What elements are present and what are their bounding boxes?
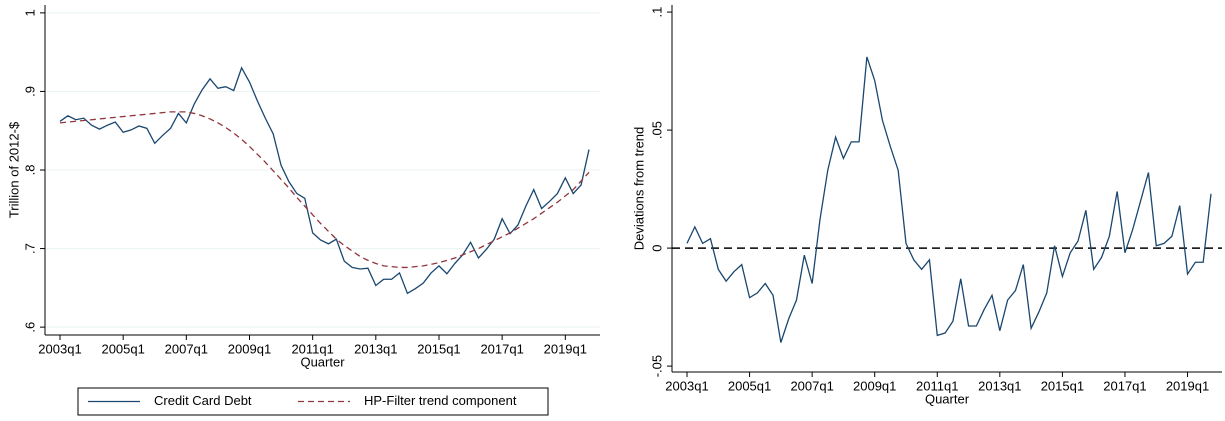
- y-tick-label: 0: [649, 244, 664, 251]
- legend-label: Credit Card Debt: [154, 393, 252, 408]
- x-tick-label: 2017q1: [480, 341, 523, 356]
- x-tick-label: 2015q1: [417, 341, 460, 356]
- x-axis-label: Quarter: [925, 391, 970, 406]
- y-tick-label: .8: [22, 165, 37, 176]
- x-tick-label: 2009q1: [228, 341, 271, 356]
- x-tick-label: 2013q1: [354, 341, 397, 356]
- x-tick-label: 2005q1: [101, 341, 144, 356]
- x-tick-label: 2009q1: [853, 378, 896, 393]
- x-tick-label: 2017q1: [1103, 378, 1146, 393]
- y-tick-label: .05: [649, 121, 664, 139]
- series-line: [686, 56, 1212, 343]
- x-tick-label: 2011q1: [916, 378, 958, 393]
- y-axis-label: Deviations from trend: [631, 127, 646, 251]
- x-tick-label: 2007q1: [790, 378, 833, 393]
- x-tick-label: 2011q1: [291, 341, 333, 356]
- y-tick-label: .9: [22, 86, 37, 97]
- y-axis-label: Trillion of 2012-$: [6, 121, 21, 218]
- x-tick-label: 2003q1: [665, 378, 708, 393]
- x-tick-label: 2019q1: [1166, 378, 1209, 393]
- series-line: [59, 111, 590, 269]
- x-tick-label: 2007q1: [165, 341, 208, 356]
- series-line: [59, 66, 590, 295]
- y-tick-label: .7: [22, 243, 37, 254]
- x-tick-label: 2005q1: [728, 378, 771, 393]
- y-tick-label: .1: [649, 7, 664, 18]
- x-tick-label: 2015q1: [1041, 378, 1084, 393]
- y-tick-label: .6: [22, 322, 37, 333]
- y-tick-label: -.05: [649, 355, 664, 377]
- x-axis-label: Quarter: [300, 354, 345, 369]
- legend-label: HP-Filter trend component: [364, 393, 517, 408]
- y-tick-label: 1: [22, 9, 37, 16]
- x-tick-label: 2013q1: [978, 378, 1021, 393]
- x-tick-label: 2003q1: [38, 341, 81, 356]
- x-tick-label: 2019q1: [544, 341, 587, 356]
